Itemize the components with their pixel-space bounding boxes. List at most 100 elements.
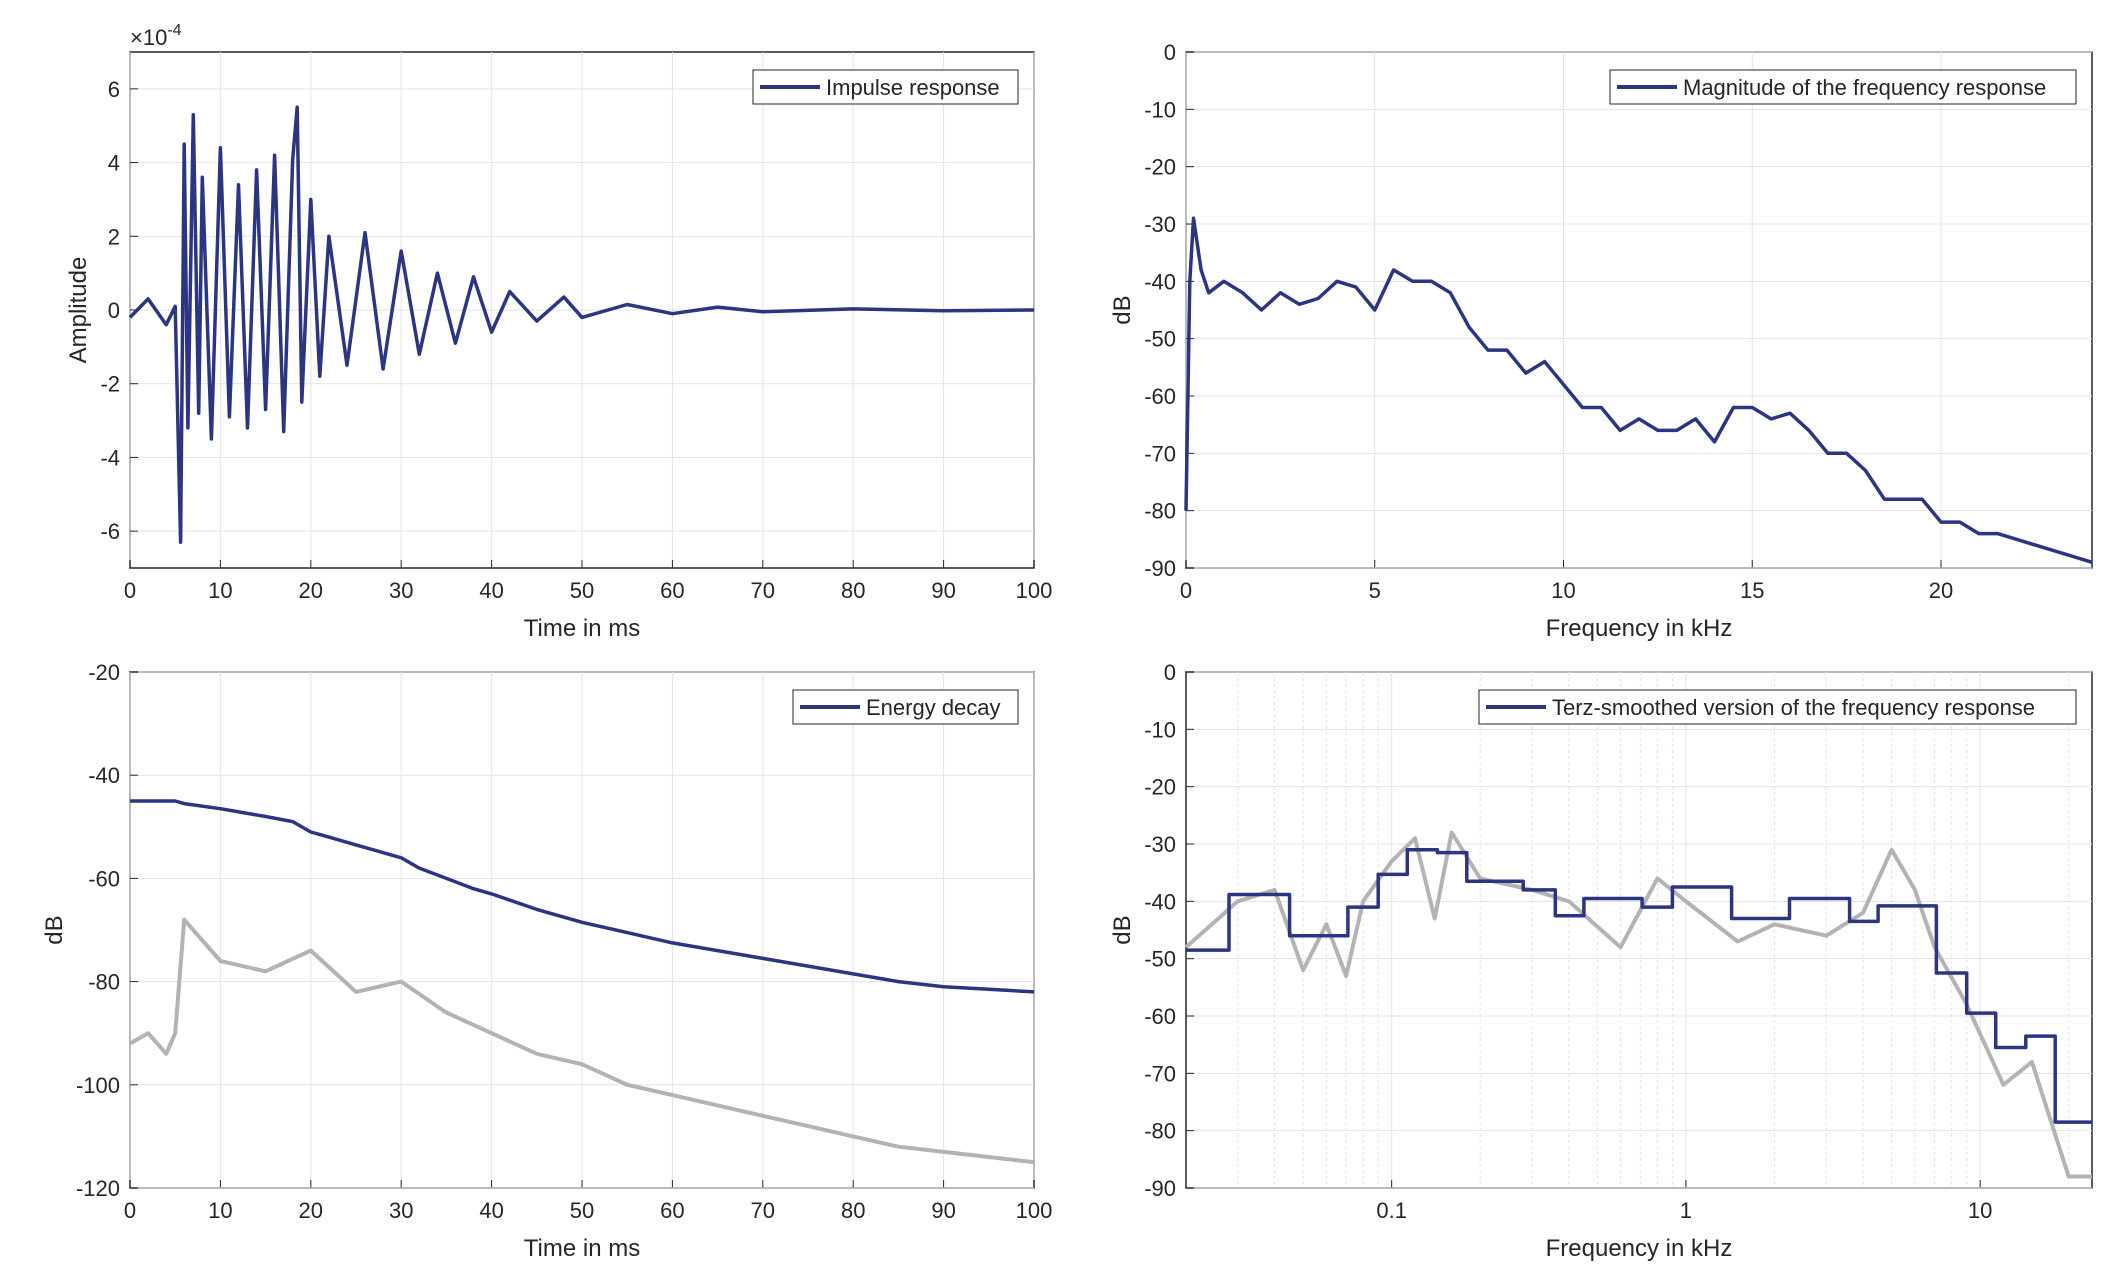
- x-tick-labels: 0.1 1 10: [1376, 1198, 1992, 1223]
- y-tick-label: -20: [1144, 155, 1176, 180]
- y-axis-label: dB: [1109, 295, 1136, 324]
- y-tick-label: -120: [76, 1176, 120, 1201]
- x-tick-label: 40: [479, 1198, 503, 1223]
- x-tick-label: 90: [931, 1198, 955, 1223]
- x-axis-label: Time in ms: [524, 1235, 640, 1262]
- x-tick-label: 1: [1680, 1198, 1692, 1223]
- x-tick-label: 20: [299, 578, 323, 603]
- y-tick-label: 4: [108, 151, 120, 176]
- y-tick-label: -30: [1144, 832, 1176, 857]
- x-tick-label: 90: [931, 578, 955, 603]
- y-axis-label: Amplitude: [65, 257, 92, 364]
- legend[interactable]: Magnitude of the frequency response: [1609, 69, 2077, 105]
- x-tick-label: 100: [1016, 578, 1053, 603]
- series-line-primary: [130, 799, 1035, 994]
- series-line-primary: [1184, 216, 2093, 564]
- x-tick-label: 0: [1180, 578, 1192, 603]
- y-tick-label: -10: [1144, 717, 1176, 742]
- x-tick-label: 10: [1968, 1198, 1992, 1223]
- x-tick-label: 20: [1929, 578, 1953, 603]
- y-tick-label: -60: [1144, 1004, 1176, 1029]
- y-axis-label: dB: [41, 915, 68, 944]
- y-tick-label: -60: [88, 866, 120, 891]
- data-layer: [128, 105, 1035, 544]
- y-tick-label: -20: [88, 660, 120, 685]
- y-tick-label: -90: [1144, 1176, 1176, 1201]
- series-line-primary: [128, 105, 1035, 544]
- data-layer: [1184, 216, 2093, 564]
- impulse-response-panel: 0 10 20 30 40 50 60 70 80 90 100 -6 -4 -2 0 2 4 6 Time i…: [65, 22, 1052, 642]
- y-tick-label: -6: [100, 519, 120, 544]
- y-tick-label: -70: [1144, 1061, 1176, 1086]
- y-tick-label: -100: [76, 1073, 120, 1098]
- y-tick-label: -50: [1144, 947, 1176, 972]
- y-tick-label: -80: [1144, 1119, 1176, 1144]
- x-tick-label: 20: [299, 1198, 323, 1223]
- data-layer: [129, 799, 1035, 1165]
- axis-exponent: ×10-4: [130, 22, 182, 50]
- x-axis-label: Time in ms: [524, 615, 640, 642]
- x-tick-label: 0: [124, 1198, 136, 1223]
- y-tick-label: -10: [1144, 97, 1176, 122]
- series-line-background: [129, 917, 1035, 1165]
- series-line-background: [1184, 830, 2092, 1179]
- x-tick-label: 5: [1369, 578, 1381, 603]
- plot-area: [1185, 671, 2093, 1189]
- y-tick-label: 0: [1164, 660, 1176, 685]
- legend-label: Magnitude of the frequency response: [1683, 75, 2046, 100]
- x-tick-labels: 0 5 10 15 20: [1180, 578, 1953, 603]
- x-axis-label: Frequency in kHz: [1546, 615, 1733, 642]
- x-tick-label: 60: [660, 1198, 684, 1223]
- legend-label: Terz-smoothed version of the frequency r…: [1552, 695, 2035, 720]
- magnitude-response-panel: 0 5 10 15 20 0 -10 -20 -30 -40 -50 -60 -70 -80 -90 Fr…: [1109, 40, 2093, 642]
- legend-label: Impulse response: [826, 75, 1000, 100]
- x-tick-label: 60: [660, 578, 684, 603]
- legend[interactable]: Terz-smoothed version of the frequency r…: [1478, 689, 2077, 725]
- x-tick-label: 100: [1016, 1198, 1053, 1223]
- y-tick-label: -70: [1144, 441, 1176, 466]
- x-tick-label: 80: [841, 1198, 865, 1223]
- x-tick-labels: 0 10 20 30 40 50 60 70 80 90 100: [124, 578, 1052, 603]
- legend-box: [1609, 69, 2077, 105]
- y-tick-label: -50: [1144, 327, 1176, 352]
- y-tick-labels: 0 -10 -20 -30 -40 -50 -60 -70 -80 -90: [1144, 40, 1176, 581]
- x-tick-label: 30: [389, 578, 413, 603]
- x-tick-label: 50: [570, 578, 594, 603]
- data-layer: [1184, 830, 2092, 1179]
- y-axis-label: dB: [1109, 915, 1136, 944]
- x-tick-label: 10: [208, 578, 232, 603]
- x-tick-label: 0.1: [1376, 1198, 1407, 1223]
- y-tick-label: -80: [1144, 499, 1176, 524]
- y-tick-label: -80: [88, 970, 120, 995]
- y-tick-label: -20: [1144, 775, 1176, 800]
- legend-box: [1478, 689, 2077, 725]
- x-tick-label: 80: [841, 578, 865, 603]
- energy-decay-panel: 0 10 20 30 40 50 60 70 80 90 100 -20-40-60-80-100-…: [41, 660, 1052, 1262]
- legend[interactable]: Impulse response: [752, 69, 1019, 105]
- plot-area: [1185, 51, 2093, 569]
- x-tick-label: 70: [751, 578, 775, 603]
- legend[interactable]: Energy decay: [792, 689, 1019, 725]
- y-tick-labels: -20 -40 -60 -80 -100 -120: [76, 660, 120, 1201]
- x-tick-label: 10: [208, 1198, 232, 1223]
- y-tick-label: -40: [1144, 889, 1176, 914]
- y-tick-label: -60: [1144, 384, 1176, 409]
- x-tick-labels: 0 10 20 30 40 50 60 70 80 90 100: [124, 1198, 1052, 1223]
- y-tick-label: -40: [1144, 269, 1176, 294]
- x-tick-label: 30: [389, 1198, 413, 1223]
- terz-smoothed-panel: 0.1 1 10 0 -10 -20 -30 -40 -50 -60 -70 -80 -90 Freq…: [1109, 660, 2093, 1262]
- y-tick-label: -2: [100, 372, 120, 397]
- y-tick-label: -90: [1144, 556, 1176, 581]
- y-tick-label: -30: [1144, 212, 1176, 237]
- y-tick-label: 6: [108, 77, 120, 102]
- y-tick-label: 0: [108, 298, 120, 323]
- y-tick-labels: 0 -10 -20 -30 -40 -50 -60 -70 -80 -90: [1144, 660, 1176, 1201]
- x-tick-label: 70: [751, 1198, 775, 1223]
- x-tick-label: 40: [479, 578, 503, 603]
- x-tick-label: 10: [1551, 578, 1575, 603]
- x-tick-label: 15: [1740, 578, 1764, 603]
- y-tick-label: 0: [1164, 40, 1176, 65]
- y-tick-label: 2: [108, 224, 120, 249]
- y-tick-labels: -6 -4 -2 0 2 4 6: [100, 77, 120, 544]
